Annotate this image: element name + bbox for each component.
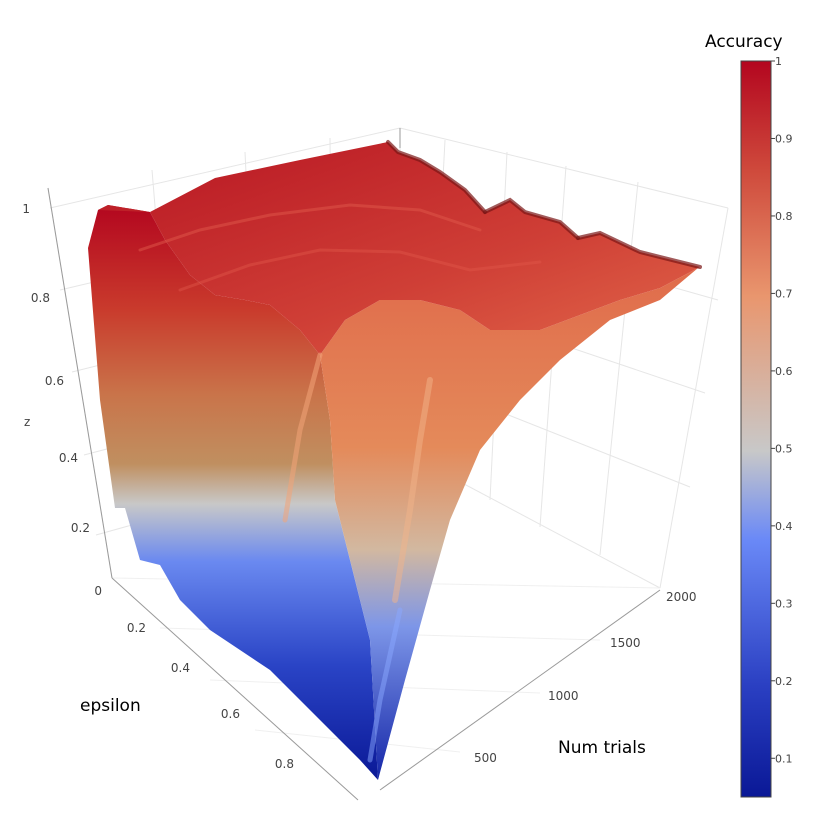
surface-top-face	[98, 142, 700, 355]
colorbar-ticks: 0.1 0.2 0.3 0.4 0.5 0.6 0.7 0.8 0.9 1	[771, 55, 793, 765]
z-axis-ticks: 1 0.8 0.6 0.4 0.2 0	[22, 202, 102, 598]
colorbar-tick-label: 0.1	[775, 752, 793, 765]
epsilon-tick: 0.8	[275, 757, 294, 771]
z-tick: 0.4	[59, 451, 78, 465]
surface-front-face	[88, 205, 378, 780]
colorbar-tick-label: 0.2	[775, 675, 793, 688]
epsilon-tick: 0.4	[171, 661, 190, 675]
surface-right-face	[320, 268, 698, 780]
colorbar-tick-label: 1	[775, 55, 782, 68]
colorbar-title: Accuracy	[705, 32, 783, 52]
z-tick: 1	[22, 202, 30, 216]
axis-lines	[47, 128, 661, 801]
colorbar-tick-label: 0.7	[775, 287, 793, 300]
epsilon-tick: 0.2	[127, 621, 146, 635]
trials-axis-line	[379, 589, 661, 791]
trials-tick: 1000	[548, 689, 579, 703]
colorbar-tick-label: 0.9	[775, 132, 793, 145]
colorbar: Accuracy 0.1 0.2 0.3 0.4 0.5 0.6 0.7 0.8 0.9 1	[705, 32, 793, 798]
colorbar-tick-label: 0.8	[775, 210, 793, 223]
colorbar-tick-label: 0.4	[775, 520, 793, 533]
epsilon-tick: 0.6	[221, 707, 240, 721]
z-axis-title: z	[24, 415, 30, 429]
trials-axis-ticks: 500 1000 1500 2000	[474, 590, 697, 765]
colorbar-gradient	[740, 60, 772, 798]
epsilon-axis-ticks: 0.2 0.4 0.6 0.8	[127, 621, 294, 771]
surface-ridges	[138, 140, 702, 763]
trials-tick: 1500	[610, 636, 641, 650]
colorbar-tick-label: 0.6	[775, 365, 793, 378]
epsilon-axis-title: epsilon	[80, 696, 141, 716]
z-tick: 0.8	[31, 291, 50, 305]
colorbar-tick-label: 0.3	[775, 597, 793, 610]
z-tick: 0	[94, 584, 102, 598]
z-axis-line	[47, 187, 113, 579]
trials-tick: 500	[474, 751, 497, 765]
trials-axis-title: Num trials	[558, 738, 646, 758]
z-tick: 0.2	[71, 521, 90, 535]
z-tick: 0.6	[45, 374, 64, 388]
epsilon-axis-line	[111, 577, 359, 801]
colorbar-tick-label: 0.5	[775, 442, 793, 455]
trials-tick: 2000	[666, 590, 697, 604]
